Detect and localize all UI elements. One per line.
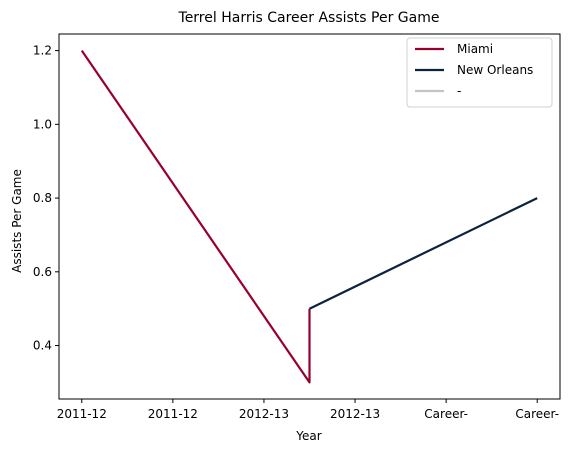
legend: Miami New Orleans - [406,37,553,108]
y-axis-label: Assists Per Game [10,169,24,273]
legend-label: - [457,84,461,98]
y-tick-label: 0.4 [33,339,52,353]
y-tick-label: 1.2 [33,44,52,58]
series-line-miami [80,49,311,384]
y-axis-ticks: 0.4 0.6 0.8 1.0 1.2 [33,44,59,353]
legend-box [406,37,553,108]
plot-lines [80,49,538,384]
legend-label: New Orleans [457,63,533,77]
x-axis-ticks: 2011-12 2011-12 2012-13 2012-13 Career- Caree… [57,399,559,421]
y-tick-label: 1.0 [33,117,52,131]
x-tick-label: 2012-13 [330,407,380,421]
x-tick-label: 2012-13 [239,407,289,421]
x-tick-label: 2011-12 [148,407,198,421]
x-axis-label: Year [295,429,321,443]
y-tick-label: 0.6 [33,265,52,279]
axes-frame [58,33,561,400]
chart-title: Terrel Harris Career Assists Per Game [178,10,440,26]
y-tick-label: 0.8 [33,191,52,205]
series-line-new-orleans [309,197,538,310]
x-tick-label: Career- [515,407,559,421]
x-tick-label: 2011-12 [57,407,107,421]
x-tick-label: Career- [424,407,468,421]
legend-label: Miami [457,42,493,56]
